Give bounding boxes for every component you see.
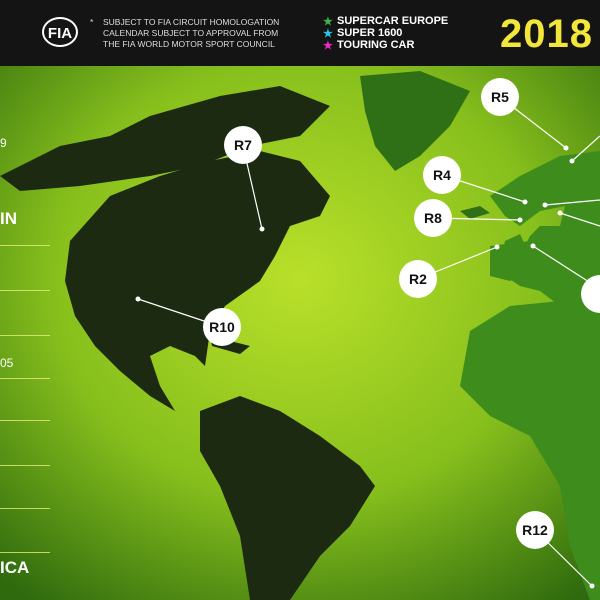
side-divider (0, 420, 50, 421)
fia-logo: FIA (42, 17, 78, 47)
homologation-note: * SUBJECT TO FIA CIRCUIT HOMOLOGATION CA… (90, 17, 280, 49)
side-divider (0, 508, 50, 509)
side-divider (0, 552, 50, 553)
round-marker-r2[interactable]: R2 (399, 260, 437, 298)
arctic-islands (0, 86, 330, 191)
south-america (200, 396, 375, 600)
side-fragment: 05 (0, 356, 14, 370)
north-america (65, 151, 330, 411)
star-icon: ★ (323, 39, 333, 52)
iberia (490, 241, 535, 281)
side-divider (0, 335, 50, 336)
round-marker-r5[interactable]: R5 (481, 78, 519, 116)
round-marker-r10[interactable]: R10 (203, 308, 241, 346)
side-divider (0, 290, 50, 291)
round-marker-cropped[interactable] (581, 275, 600, 313)
europe (490, 151, 600, 326)
star-icon: ★ (323, 15, 333, 28)
legend-touring-car: ★ TOURING CAR (323, 39, 415, 52)
world-map: 9 IN 05 ICA R7 R5 R4 R8 R2 R10 R12 (0, 66, 600, 600)
round-marker-r4[interactable]: R4 (423, 156, 461, 194)
side-fragment: ICA (0, 558, 30, 577)
legend-supercar-europe: ★ SUPERCAR EUROPE (323, 15, 449, 28)
series-legend: ★ SUPERCAR EUROPE ★ SUPER 1600 ★ TOURING CA… (323, 15, 449, 52)
side-fragment: IN (0, 209, 17, 228)
round-marker-r7[interactable]: R7 (224, 126, 262, 164)
side-fragment: 9 (0, 136, 7, 150)
side-divider (0, 245, 50, 246)
star-icon: ★ (323, 27, 333, 40)
legend-super-1600: ★ SUPER 1600 (323, 27, 403, 40)
greenland (360, 71, 470, 171)
map-canvas (0, 66, 600, 600)
season-year: 2018 (500, 12, 593, 56)
africa (460, 301, 600, 600)
round-marker-r12[interactable]: R12 (516, 511, 554, 549)
side-divider (0, 465, 50, 466)
header: FIA * SUBJECT TO FIA CIRCUIT HOMOLOGATIO… (0, 0, 600, 66)
iceland (460, 206, 490, 219)
round-marker-r8[interactable]: R8 (414, 199, 452, 237)
side-divider (0, 378, 50, 379)
venue-dots (135, 145, 595, 589)
